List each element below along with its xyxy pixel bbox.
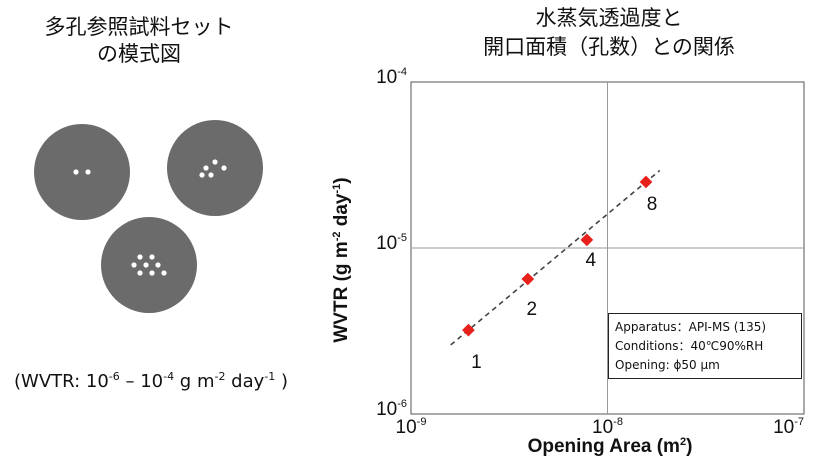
disk-hole (73, 169, 79, 175)
wvtr-range-exp1: -6 (108, 370, 120, 383)
disk-hole (131, 262, 137, 268)
y-axis-label: WVTR (g m-2 day-1) (322, 80, 362, 440)
disk-hole (155, 262, 161, 268)
x-tick-label-2: 10-8 (592, 416, 623, 438)
x-axis-label: Opening Area (m2) (420, 436, 800, 458)
y-tick-label-2: 10-5 (376, 232, 407, 254)
conditions-box: Apparatus：API-MS (135) Conditions：40℃90%… (608, 313, 802, 379)
data-point-2 (521, 272, 535, 286)
sample-disk-3 (101, 217, 197, 313)
disk-hole (143, 262, 149, 268)
wvtr-range-mid: – 10 (119, 371, 164, 392)
data-point-1 (462, 323, 475, 337)
sample-disk-2 (167, 120, 263, 216)
disk-hole (203, 165, 209, 171)
disk-hole (149, 254, 155, 260)
conditions-apparatus: Apparatus：API-MS (135) (615, 320, 767, 334)
wvtr-range-exp4: -1 (264, 370, 276, 383)
disk-hole (137, 270, 143, 276)
disk-hole (212, 159, 218, 165)
y-axis-label-exp1: -2 (331, 231, 343, 242)
point-label-1: 1 (471, 352, 482, 373)
sample-disks-diagram (34, 120, 263, 313)
y-axis-label-mid: day (331, 193, 352, 232)
chart-title: 水蒸気透過度と 開口面積（孔数）との関係 (414, 4, 804, 62)
x-axis-label-exp: 2 (679, 436, 687, 448)
conditions-conditions: Conditions：40℃90%RH (615, 339, 764, 353)
chart-title-line2: 開口面積（孔数）との関係 (483, 35, 735, 59)
x-axis-label-end: ) (686, 436, 693, 457)
wvtr-range-text: (WVTR: 10-6 – 10-4 g m-2 day-1 ) (14, 370, 288, 392)
x-tick-label-1: 10-9 (395, 416, 427, 438)
wvtr-range-prefix: (WVTR: 10 (14, 371, 109, 392)
sample-disk-1 (34, 124, 130, 220)
y-axis-label-main: WVTR (g m (331, 241, 352, 343)
disk-hole (221, 165, 227, 171)
disk-hole (137, 254, 143, 260)
data-point-8 (639, 175, 653, 189)
wvtr-range-unit1: g m (174, 371, 215, 392)
disk-hole (85, 169, 91, 175)
fit-line (450, 169, 661, 346)
y-tick-label-1: 10-6 (376, 398, 407, 420)
schematic-title: 多孔参照試料セット の模式図 (14, 14, 264, 68)
x-tick-label-3: 10-7 (773, 416, 804, 438)
wvtr-range-exp2: -4 (163, 370, 175, 383)
wvtr-range-unit2: day (225, 371, 265, 392)
wvtr-range-suffix: ) (275, 371, 289, 392)
disk-hole (199, 172, 205, 178)
schematic-title-line2: の模式図 (97, 42, 181, 66)
conditions-opening: Opening: ϕ50 µm (615, 358, 720, 372)
y-axis-label-end: ) (331, 177, 352, 184)
x-axis-label-main: Opening Area (m (527, 436, 680, 457)
point-label-2: 2 (527, 299, 538, 320)
disk-hole (149, 270, 155, 276)
y-tick-label-3: 10-4 (376, 66, 407, 88)
disk-hole (161, 270, 167, 276)
point-label-8: 8 (647, 194, 658, 215)
point-label-4: 4 (586, 250, 597, 271)
wvtr-range-exp3: -2 (214, 370, 226, 383)
chart-title-line1: 水蒸気透過度と (535, 6, 683, 30)
schematic-title-line1: 多孔参照試料セット (44, 15, 234, 39)
disk-hole (208, 172, 214, 178)
y-axis-label-exp2: -1 (331, 183, 343, 194)
